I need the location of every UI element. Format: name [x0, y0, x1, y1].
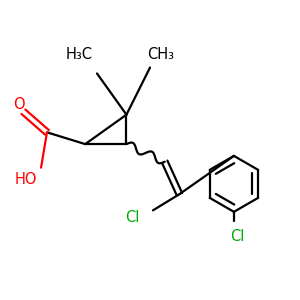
- Text: HO: HO: [15, 172, 38, 187]
- Text: Cl: Cl: [125, 210, 140, 225]
- Text: Cl: Cl: [230, 230, 244, 244]
- Text: H₃C: H₃C: [66, 47, 93, 62]
- Text: O: O: [13, 97, 25, 112]
- Text: CH₃: CH₃: [147, 47, 174, 62]
